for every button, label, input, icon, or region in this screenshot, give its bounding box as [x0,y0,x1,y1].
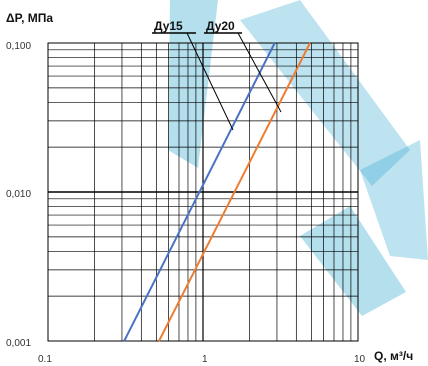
watermark [168,0,428,316]
series-lines [123,42,311,342]
x-tick-label-10: 10 [354,354,366,365]
watermark-stripe [300,206,406,316]
series-line-du20 [158,42,311,342]
watermark-stripe [360,140,428,260]
legend-label-du15: Ду15 [154,19,183,33]
y-axis-title: ΔP, МПа [6,11,53,25]
x-tick-label-1: 1 [202,354,208,365]
legend: Ду15 Ду20 [152,19,282,131]
legend-leader-du20 [237,32,282,113]
legend-label-du20: Ду20 [206,19,235,33]
grid [47,42,359,342]
series-line-du15 [123,42,276,342]
x-tick-label-01: 0.1 [38,354,52,365]
watermark-stripe [240,0,410,186]
legend-leader-du15 [186,32,234,131]
x-axis-title: Q, м³/ч [374,349,413,363]
y-tick-label-0010: 0,010 [6,189,31,200]
watermark-stripe [168,0,218,168]
y-tick-label-0001: 0,001 [6,338,31,349]
y-tick-label-0100: 0,100 [6,41,31,52]
